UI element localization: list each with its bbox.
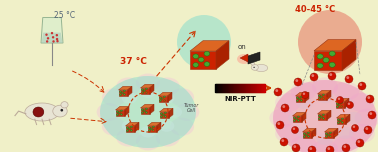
Circle shape bbox=[367, 96, 370, 99]
Polygon shape bbox=[147, 126, 156, 132]
Ellipse shape bbox=[336, 106, 338, 107]
Circle shape bbox=[56, 38, 58, 40]
Circle shape bbox=[274, 88, 282, 96]
Ellipse shape bbox=[275, 93, 301, 112]
Circle shape bbox=[352, 124, 358, 131]
Polygon shape bbox=[318, 90, 331, 94]
Ellipse shape bbox=[307, 132, 309, 134]
Ellipse shape bbox=[123, 94, 125, 95]
Circle shape bbox=[358, 82, 366, 90]
Polygon shape bbox=[167, 92, 172, 102]
Ellipse shape bbox=[149, 130, 150, 131]
Ellipse shape bbox=[161, 116, 163, 117]
Polygon shape bbox=[293, 112, 306, 116]
Circle shape bbox=[280, 138, 288, 146]
Ellipse shape bbox=[293, 117, 296, 119]
Ellipse shape bbox=[204, 51, 210, 56]
Ellipse shape bbox=[167, 106, 182, 118]
Ellipse shape bbox=[338, 104, 340, 106]
Polygon shape bbox=[158, 96, 167, 102]
Ellipse shape bbox=[301, 100, 302, 101]
Polygon shape bbox=[156, 122, 161, 132]
Circle shape bbox=[327, 147, 330, 150]
Polygon shape bbox=[302, 112, 306, 122]
Ellipse shape bbox=[61, 102, 68, 108]
Polygon shape bbox=[248, 52, 260, 64]
Ellipse shape bbox=[270, 109, 295, 128]
Ellipse shape bbox=[349, 93, 375, 112]
Ellipse shape bbox=[159, 92, 174, 104]
Ellipse shape bbox=[333, 81, 359, 100]
Ellipse shape bbox=[116, 114, 118, 116]
Ellipse shape bbox=[160, 97, 161, 98]
Text: on: on bbox=[238, 44, 247, 50]
Ellipse shape bbox=[288, 112, 305, 124]
Ellipse shape bbox=[146, 108, 147, 110]
Text: 25 °C: 25 °C bbox=[54, 12, 76, 21]
Ellipse shape bbox=[273, 80, 377, 152]
Ellipse shape bbox=[152, 126, 154, 128]
Polygon shape bbox=[336, 114, 350, 118]
Ellipse shape bbox=[146, 88, 147, 90]
Circle shape bbox=[52, 40, 55, 43]
Circle shape bbox=[345, 75, 353, 83]
Ellipse shape bbox=[163, 114, 164, 116]
Polygon shape bbox=[42, 33, 63, 43]
Ellipse shape bbox=[337, 127, 353, 139]
Circle shape bbox=[342, 144, 350, 152]
Polygon shape bbox=[141, 88, 150, 94]
Ellipse shape bbox=[175, 103, 199, 121]
Polygon shape bbox=[135, 122, 139, 132]
Ellipse shape bbox=[130, 126, 132, 128]
Ellipse shape bbox=[193, 62, 198, 67]
Ellipse shape bbox=[127, 127, 129, 129]
Ellipse shape bbox=[119, 94, 121, 95]
Ellipse shape bbox=[146, 112, 147, 113]
Ellipse shape bbox=[301, 96, 302, 98]
Ellipse shape bbox=[319, 118, 321, 119]
Circle shape bbox=[295, 79, 298, 82]
Circle shape bbox=[356, 139, 364, 147]
Ellipse shape bbox=[33, 107, 44, 117]
Ellipse shape bbox=[255, 64, 268, 72]
Ellipse shape bbox=[341, 122, 343, 123]
Ellipse shape bbox=[297, 120, 299, 121]
Circle shape bbox=[47, 37, 49, 40]
Circle shape bbox=[359, 83, 362, 86]
Ellipse shape bbox=[355, 109, 378, 128]
Ellipse shape bbox=[329, 136, 332, 137]
Circle shape bbox=[303, 93, 305, 95]
Ellipse shape bbox=[319, 115, 321, 117]
Circle shape bbox=[310, 147, 312, 150]
Ellipse shape bbox=[127, 130, 129, 131]
Polygon shape bbox=[169, 108, 173, 118]
Polygon shape bbox=[124, 106, 129, 116]
Circle shape bbox=[293, 145, 296, 148]
Ellipse shape bbox=[329, 62, 335, 67]
Polygon shape bbox=[116, 106, 129, 110]
Circle shape bbox=[294, 78, 302, 86]
Ellipse shape bbox=[141, 109, 144, 111]
Polygon shape bbox=[125, 122, 139, 126]
Polygon shape bbox=[296, 96, 305, 102]
Ellipse shape bbox=[156, 77, 180, 95]
Ellipse shape bbox=[164, 116, 166, 117]
Ellipse shape bbox=[340, 102, 342, 104]
Ellipse shape bbox=[150, 128, 152, 130]
Circle shape bbox=[60, 109, 63, 112]
Circle shape bbox=[52, 36, 54, 38]
Ellipse shape bbox=[140, 126, 156, 138]
Ellipse shape bbox=[296, 97, 299, 98]
Circle shape bbox=[51, 32, 53, 34]
Polygon shape bbox=[125, 126, 135, 132]
Ellipse shape bbox=[170, 118, 194, 136]
Ellipse shape bbox=[312, 140, 338, 152]
Ellipse shape bbox=[193, 54, 198, 59]
Ellipse shape bbox=[102, 118, 126, 136]
Ellipse shape bbox=[304, 133, 305, 135]
Ellipse shape bbox=[322, 94, 324, 96]
Ellipse shape bbox=[345, 112, 362, 124]
Circle shape bbox=[56, 34, 58, 36]
Circle shape bbox=[308, 146, 316, 152]
